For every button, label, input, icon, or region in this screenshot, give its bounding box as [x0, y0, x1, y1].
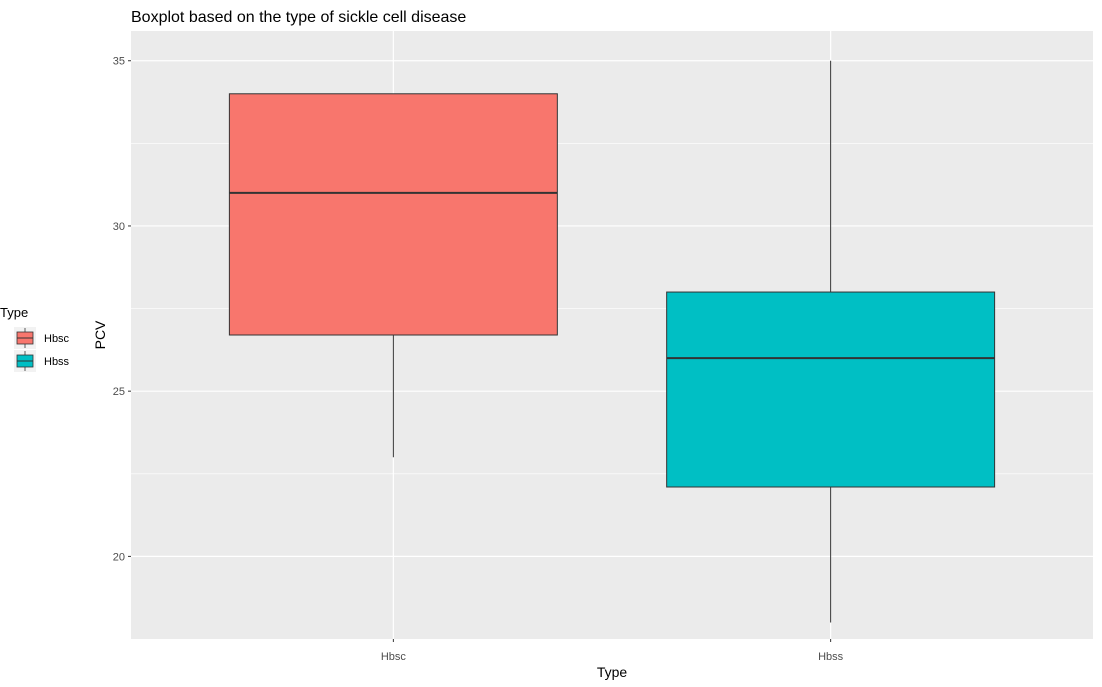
y-axis-title: PCV — [92, 320, 108, 349]
box-hbss — [666, 60, 996, 623]
y-tick-label: 30 — [113, 221, 125, 233]
x-tick-label: Hbsc — [381, 651, 407, 663]
boxes — [228, 60, 996, 623]
y-axis-ticks: 20 25 30 35 — [113, 56, 131, 563]
iqr-box — [666, 291, 996, 488]
legend: Type Hbsc Hbss — [0, 305, 70, 372]
legend-label: Hbss — [44, 356, 70, 368]
legend-title: Type — [0, 305, 28, 320]
x-axis-title: Type — [597, 664, 628, 680]
iqr-box — [228, 93, 558, 336]
legend-item-hbsc: Hbsc — [14, 327, 70, 349]
x-tick-label: Hbss — [818, 651, 844, 663]
y-tick-label: 20 — [113, 551, 125, 563]
legend-item-hbss: Hbss — [14, 350, 70, 372]
legend-label: Hbsc — [44, 333, 70, 345]
box-hbsc — [228, 93, 558, 458]
y-tick-label: 25 — [113, 386, 125, 398]
y-tick-label: 35 — [113, 56, 125, 68]
x-axis-ticks: Hbsc Hbss — [381, 639, 844, 663]
chart-title: Boxplot based on the type of sickle cell… — [131, 9, 466, 26]
